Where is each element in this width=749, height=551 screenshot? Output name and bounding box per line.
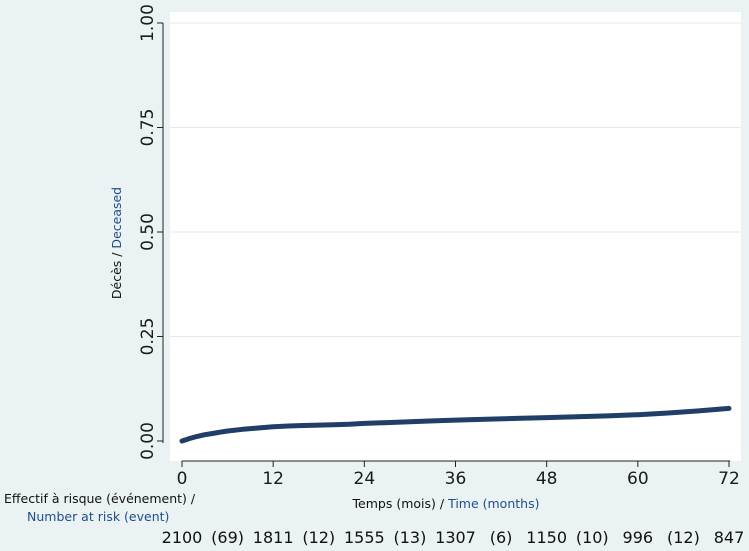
risk-at-risk: 1307 xyxy=(435,528,476,547)
risk-at-risk: 1811 xyxy=(253,528,294,547)
y-axis-title-fr: Décès / xyxy=(109,252,124,299)
x-tick-label: 0 xyxy=(177,469,188,489)
y-tick-label: 0.50 xyxy=(138,213,158,251)
grid-lines xyxy=(170,22,741,337)
x-tick-label: 60 xyxy=(627,469,649,489)
risk-event: (12) xyxy=(667,528,700,547)
y-tick-label: 1.00 xyxy=(138,4,158,42)
y-tick-label: 0.75 xyxy=(138,109,158,147)
risk-table-label-en: Number at risk (event) xyxy=(27,509,169,524)
x-axis-title: Temps (mois) / Time (months) xyxy=(352,496,540,511)
risk-table: 2100 1811 1555 1307 1150 996 847 (69) (12) (13) (6… xyxy=(162,528,745,547)
risk-event: (12) xyxy=(302,528,335,547)
x-tick-label: 48 xyxy=(536,469,558,489)
y-ticks: 0.00 0.25 0.50 0.75 1.00 xyxy=(138,4,163,460)
x-tick-label: 36 xyxy=(445,469,467,489)
y-axis-title-en: Deceased xyxy=(109,187,124,249)
risk-event: (13) xyxy=(393,528,426,547)
x-axis-title-fr: Temps (mois) / xyxy=(352,496,445,511)
x-ticks: 0 12 24 36 48 60 72 xyxy=(177,461,740,489)
x-axis-title-en: Time (months) xyxy=(447,496,539,511)
y-tick-label: 0.00 xyxy=(138,422,158,460)
y-axis-title: Décès / Deceased xyxy=(109,187,124,299)
risk-event: (10) xyxy=(576,528,609,547)
risk-event: (69) xyxy=(211,528,244,547)
survival-curve xyxy=(179,405,732,444)
y-tick-label: 0.25 xyxy=(138,318,158,356)
x-tick-label: 72 xyxy=(718,469,740,489)
risk-event: (6) xyxy=(490,528,513,547)
risk-at-risk: 996 xyxy=(623,528,654,547)
risk-table-label-fr: Effectif à risque (événement) / xyxy=(4,491,196,506)
x-tick-label: 12 xyxy=(262,469,284,489)
risk-at-risk: 847 xyxy=(714,528,745,547)
risk-at-risk: 2100 xyxy=(162,528,203,547)
risk-at-risk: 1555 xyxy=(344,528,385,547)
plot-area xyxy=(170,12,741,461)
risk-at-risk: 1150 xyxy=(526,528,567,547)
x-tick-label: 24 xyxy=(354,469,376,489)
